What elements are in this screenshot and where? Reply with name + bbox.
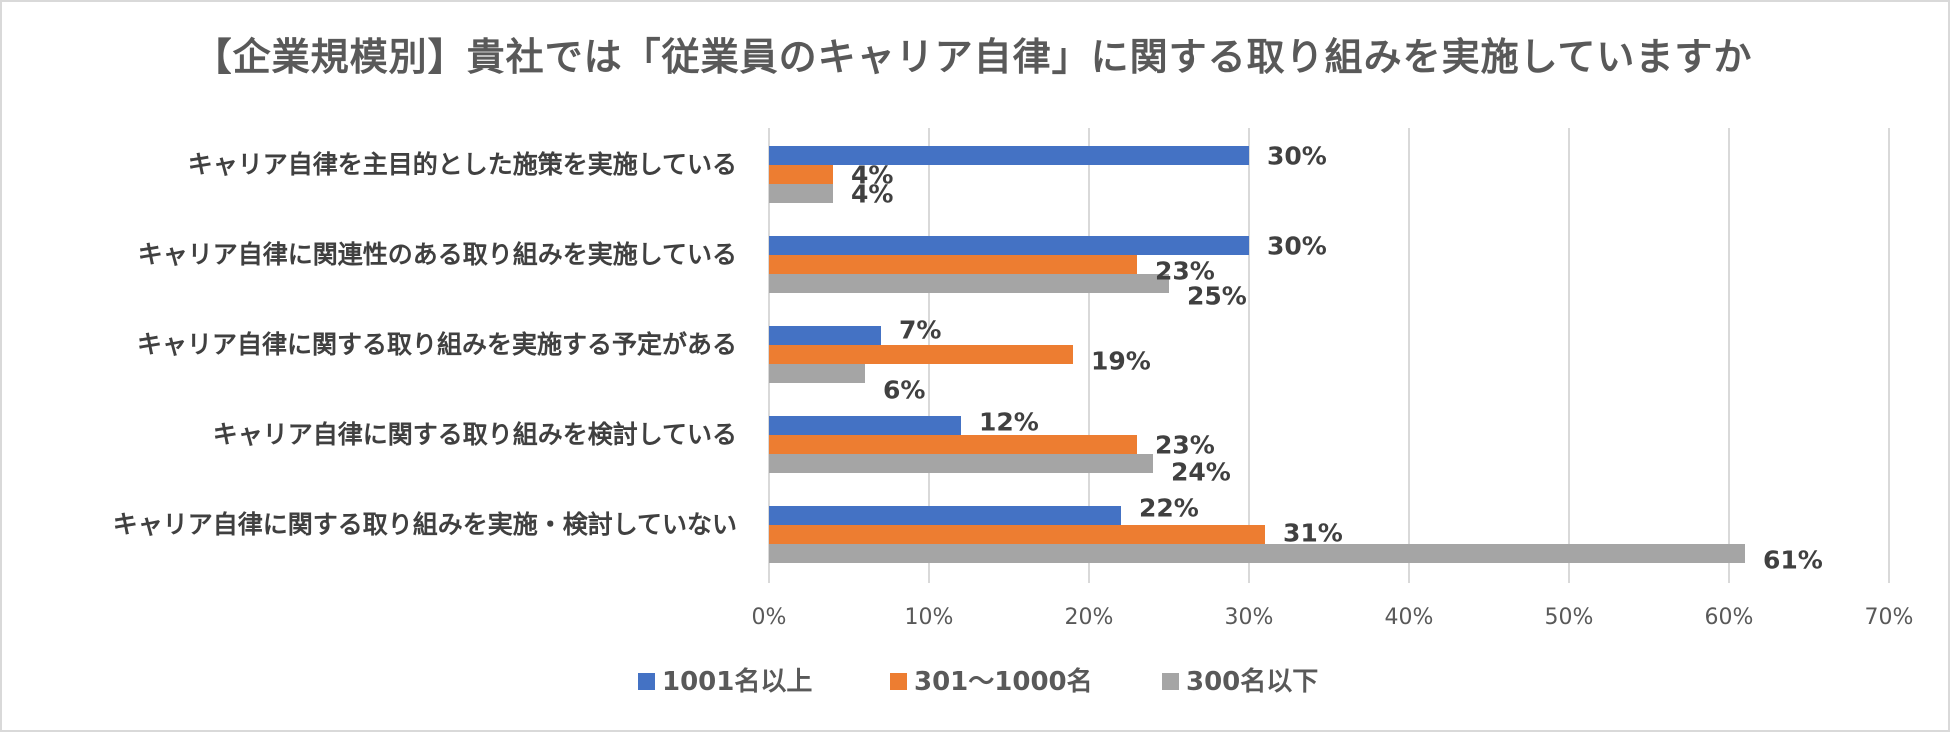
data-label: 23% [1155, 257, 1215, 286]
legend-label: 1001名以上 [662, 666, 812, 697]
legend-label: 301〜1000名 [914, 666, 1093, 697]
bars [769, 146, 1745, 563]
legend-swatch [890, 673, 907, 690]
data-label: 12% [979, 408, 1039, 437]
data-label: 7% [899, 316, 941, 345]
bar [769, 165, 833, 184]
data-label: 31% [1283, 519, 1343, 548]
bar [769, 274, 1169, 293]
legend-swatch [638, 673, 655, 690]
bar [769, 544, 1745, 563]
x-tick-label: 60% [1705, 605, 1754, 630]
legend: 1001名以上 301〜1000名 300名以下 [638, 666, 1318, 697]
data-label: 30% [1267, 232, 1327, 261]
data-label: 4% [851, 161, 893, 190]
legend-label: 300名以下 [1186, 666, 1318, 697]
category-label: キャリア自律に関する取り組みを実施する予定がある [137, 330, 737, 359]
x-axis-tick-labels: 0% 10% 20% 30% 40% 50% 60% 70% [752, 605, 1914, 630]
legend-swatch [1162, 673, 1179, 690]
data-label: 4% [851, 180, 893, 209]
category-labels: キャリア自律を主目的とした施策を実施しているキャリア自律に関連性のある取り組みを… [113, 150, 737, 539]
data-label: 22% [1139, 494, 1199, 523]
data-label: 30% [1267, 142, 1327, 171]
data-label: 61% [1763, 546, 1823, 575]
bar [769, 326, 881, 345]
x-tick-label: 0% [752, 605, 787, 630]
bar [769, 255, 1137, 274]
x-tick-label: 20% [1065, 605, 1114, 630]
bar [769, 435, 1137, 454]
x-tick-label: 70% [1865, 605, 1914, 630]
x-tick-label: 40% [1385, 605, 1434, 630]
category-label: キャリア自律を主目的とした施策を実施している [188, 150, 737, 179]
bar [769, 525, 1265, 544]
data-label: 23% [1155, 431, 1215, 460]
bar [769, 416, 961, 435]
x-tick-label: 30% [1225, 605, 1274, 630]
bar [769, 236, 1249, 255]
x-tick-label: 10% [905, 605, 954, 630]
data-label: 6% [883, 376, 925, 405]
bar [769, 454, 1153, 473]
bar [769, 506, 1121, 525]
data-label: 24% [1171, 458, 1231, 487]
data-labels: 30%4%4%30%23%25%7%19%6%12%23%24%22%31%61… [851, 142, 1823, 575]
bar [769, 146, 1249, 165]
bar [769, 184, 833, 203]
x-tick-label: 50% [1545, 605, 1594, 630]
bar [769, 364, 865, 383]
bar [769, 345, 1073, 364]
chart-title: 【企業規模別】貴社では「従業員のキャリア自律」に関する取り組みを実施していますか [193, 35, 1753, 79]
data-label: 25% [1187, 282, 1247, 311]
data-label: 19% [1091, 347, 1151, 376]
category-label: キャリア自律に関する取り組みを実施・検討していない [113, 510, 737, 539]
category-label: キャリア自律に関する取り組みを検討している [213, 420, 737, 449]
category-label: キャリア自律に関連性のある取り組みを実施している [138, 240, 737, 269]
